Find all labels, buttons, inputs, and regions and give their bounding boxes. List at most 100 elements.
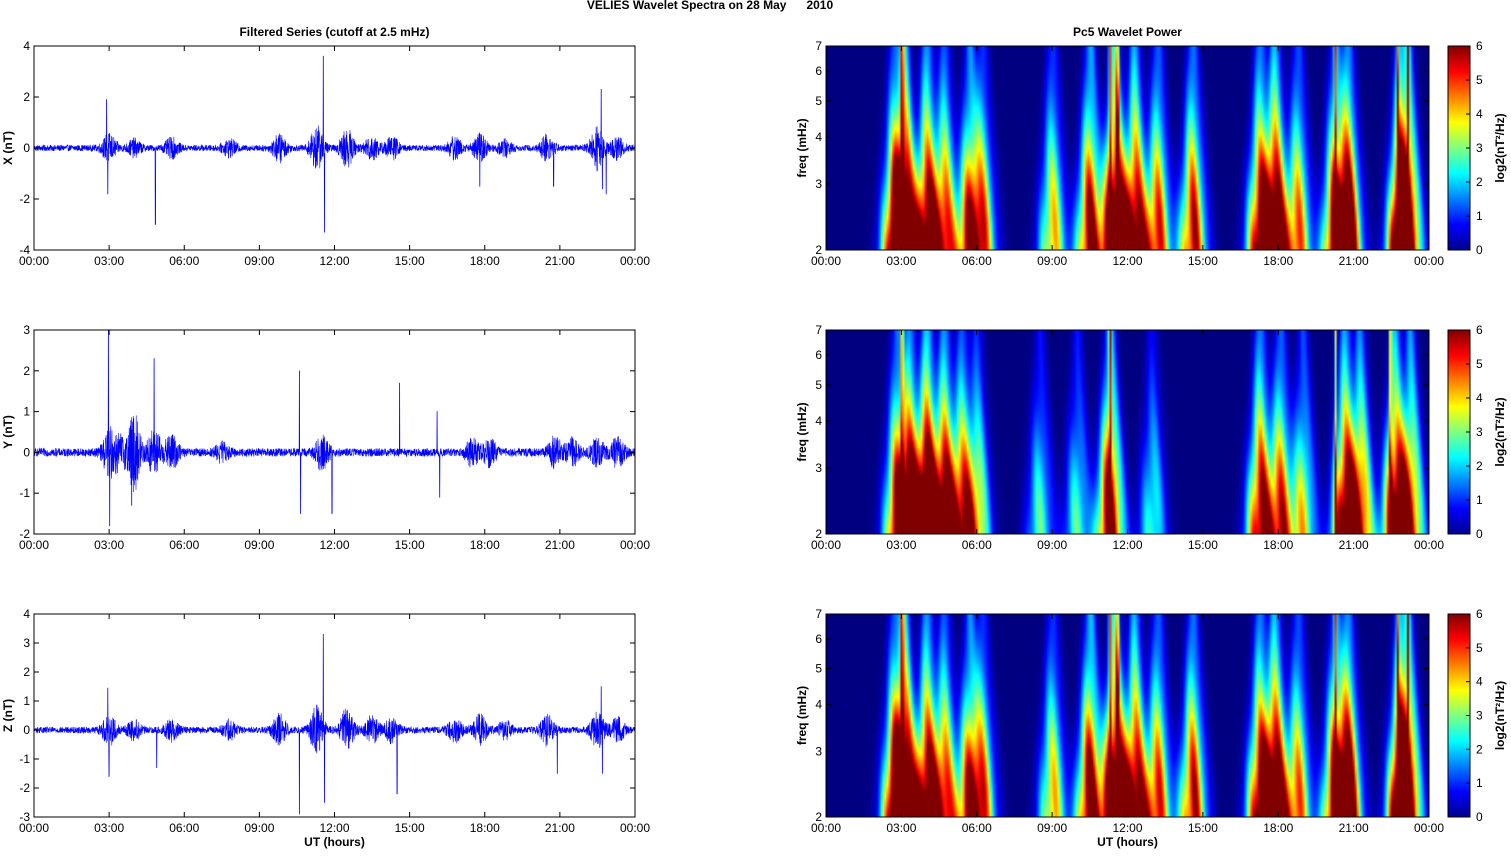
spectrum-x-ytick-label: 6 <box>815 64 822 78</box>
spectrum-z-colorbar-tick-label: 4 <box>1476 675 1483 689</box>
spectrum-y-ytick-label: 6 <box>815 348 822 362</box>
spectrum-y-xtick-label: 21:00 <box>1339 538 1369 552</box>
series-y-xtick-label: 15:00 <box>395 538 425 552</box>
spectrum-z-colorbar-tick-label: 2 <box>1476 742 1483 756</box>
series-z-ytick-label: -1 <box>19 752 30 766</box>
series-x-xtick-label: 00:00 <box>620 254 650 268</box>
series-z-xtick-label: 09:00 <box>244 821 274 835</box>
spectrum-y-xtick-label: 15:00 <box>1188 538 1218 552</box>
series-z-ytick-label: 1 <box>23 694 30 708</box>
spectrum-y-xtick-label: 12:00 <box>1112 538 1142 552</box>
spectrum-y-xtick-label: 00:00 <box>811 538 841 552</box>
spectrum-z-ytick-label: 2 <box>815 810 822 824</box>
spectrum-y-colorbar-tick-label: 6 <box>1476 323 1483 337</box>
spectrum-z-xtick-label: 03:00 <box>886 821 916 835</box>
spectrum-x-xtick-label: 18:00 <box>1263 254 1293 268</box>
spectrum-x-colorbar-tick-label: 3 <box>1476 141 1483 155</box>
series-z-xtick-label: 00:00 <box>19 821 49 835</box>
series-y-ytick-label: -1 <box>19 486 30 500</box>
series-z-xlabel: UT (hours) <box>304 835 365 849</box>
series-z-xtick-label: 21:00 <box>545 821 575 835</box>
series-z-ylabel: Z (nT) <box>1 699 15 732</box>
spectrum-x-colorbar-tick-label: 6 <box>1476 39 1483 53</box>
spectrum-y-ytick-label: 4 <box>815 414 822 428</box>
series-z-xtick-label: 06:00 <box>169 821 199 835</box>
spectrum-z-xtick-label: 21:00 <box>1339 821 1369 835</box>
spectrum-x-colorbar-label: log2(nT²/Hz) <box>1493 113 1507 182</box>
series-x-line <box>33 55 636 233</box>
spectrum-y-xtick-label: 09:00 <box>1037 538 1067 552</box>
spectrum-y-colorbar-tick-label: 0 <box>1476 527 1483 541</box>
series-y-xtick-label: 09:00 <box>244 538 274 552</box>
spectrum-z-xtick-label: 00:00 <box>1414 821 1444 835</box>
series-z-xtick-label: 03:00 <box>94 821 124 835</box>
series-x-xtick-label: 18:00 <box>470 254 500 268</box>
spectrum-z-xtick-label: 09:00 <box>1037 821 1067 835</box>
series-z-xtick-label: 12:00 <box>319 821 349 835</box>
series-x-xtick-label: 03:00 <box>94 254 124 268</box>
spectrum-y-ytick-label: 5 <box>815 378 822 392</box>
series-y-xtick-label: 06:00 <box>169 538 199 552</box>
series-x-xtick-label: 12:00 <box>319 254 349 268</box>
spectrum-y-colorbar-tick-label: 4 <box>1476 391 1483 405</box>
spectrum-y-xtick-label: 18:00 <box>1263 538 1293 552</box>
spectrum-x-ytick-label: 4 <box>815 130 822 144</box>
figure-suptitle: VELIES Wavelet Spectra on 28 May 2010 <box>587 0 834 12</box>
spectrum-x-ylabel: freq (mHz) <box>795 118 809 177</box>
spectrum-x-colorbar-tick-label: 2 <box>1476 175 1483 189</box>
series-y-ytick-label: 1 <box>23 405 30 419</box>
spectrum-x-xtick-label: 03:00 <box>886 254 916 268</box>
series-y-ytick-label: 2 <box>23 364 30 378</box>
spectrum-y-colorbar-label: log2(nT²/Hz) <box>1493 397 1507 466</box>
series-y-xtick-label: 12:00 <box>319 538 349 552</box>
spectrum-z-colorbar-tick-label: 6 <box>1476 607 1483 621</box>
series-y-xtick-label: 21:00 <box>545 538 575 552</box>
series-z-xtick-label: 00:00 <box>620 821 650 835</box>
spectrum-y-ytick-label: 7 <box>815 323 822 337</box>
spectrum-x-colorbar-tick-label: 4 <box>1476 107 1483 121</box>
series-y-xtick-label: 00:00 <box>620 538 650 552</box>
spectrum-y-colorbar-tick-label: 1 <box>1476 493 1483 507</box>
spectrum-z-ytick-label: 4 <box>815 698 822 712</box>
spectrum-z-colorbar-tick-label: 3 <box>1476 709 1483 723</box>
spectrum-z-xtick-label: 15:00 <box>1188 821 1218 835</box>
series-z-ytick-label: 4 <box>23 607 30 621</box>
series-x-ytick-label: 4 <box>23 39 30 53</box>
series-y-ytick-label: 3 <box>23 323 30 337</box>
series-z-ytick-label: 2 <box>23 665 30 679</box>
spectrum-x-title: Pc5 Wavelet Power <box>1073 25 1182 39</box>
spectrum-x-xtick-label: 09:00 <box>1037 254 1067 268</box>
spectrum-z-colorbar-tick-label: 1 <box>1476 776 1483 790</box>
series-x-ytick-label: -2 <box>19 192 30 206</box>
series-y-xtick-label: 18:00 <box>470 538 500 552</box>
spectrum-y-xtick-label: 03:00 <box>886 538 916 552</box>
spectrum-y-xtick-label: 06:00 <box>962 538 992 552</box>
series-y-xtick-label: 00:00 <box>19 538 49 552</box>
series-y-ylabel: Y (nT) <box>1 415 15 449</box>
series-z-plot-area <box>34 614 635 817</box>
series-y-plot-area <box>34 330 635 534</box>
series-z-xtick-label: 15:00 <box>395 821 425 835</box>
spectrum-z-colorbar-tick-label: 0 <box>1476 810 1483 824</box>
series-x-ytick-label: -4 <box>19 243 30 257</box>
series-x-ytick-label: 0 <box>23 141 30 155</box>
series-x-ytick-label: 2 <box>23 90 30 104</box>
spectrum-z-heatmap <box>826 614 1429 817</box>
series-x-ylabel: X (nT) <box>1 131 15 165</box>
spectrum-y-ylabel: freq (mHz) <box>795 402 809 461</box>
spectrum-x-xtick-label: 21:00 <box>1339 254 1369 268</box>
series-x-xtick-label: 21:00 <box>545 254 575 268</box>
spectrum-x-ytick-label: 2 <box>815 243 822 257</box>
spectrum-y-xtick-label: 00:00 <box>1414 538 1444 552</box>
spectrum-z-xtick-label: 00:00 <box>811 821 841 835</box>
spectrum-x-xtick-label: 12:00 <box>1112 254 1142 268</box>
series-z-line <box>33 634 636 815</box>
series-z-xtick-label: 18:00 <box>470 821 500 835</box>
series-z-ytick-label: 3 <box>23 636 30 650</box>
series-y-ytick-label: 0 <box>23 445 30 459</box>
series-x-xtick-label: 00:00 <box>19 254 49 268</box>
spectrum-z-xtick-label: 18:00 <box>1263 821 1293 835</box>
spectrum-z-ylabel: freq (mHz) <box>795 686 809 745</box>
